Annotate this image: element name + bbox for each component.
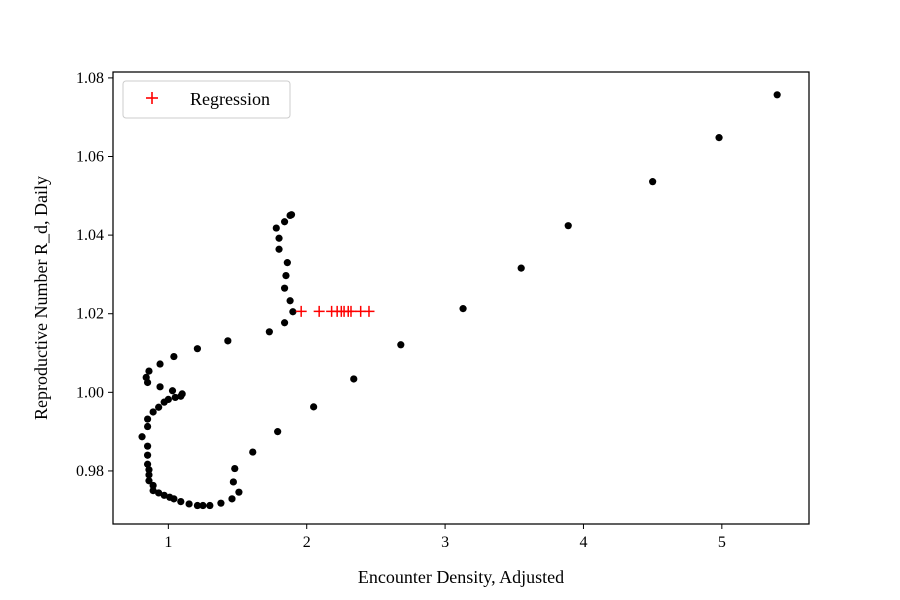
data-point	[143, 460, 152, 468]
data-point	[564, 222, 572, 230]
data-point	[171, 393, 179, 402]
data-point	[715, 134, 723, 142]
data-point	[149, 481, 157, 490]
regression-point	[363, 305, 375, 317]
data-point	[231, 464, 239, 473]
y-tick-label: 1.04	[76, 227, 104, 244]
regression-point	[345, 305, 357, 317]
data-point	[177, 497, 185, 506]
data-point	[265, 328, 273, 336]
data-point	[149, 408, 157, 416]
data-point	[228, 495, 236, 503]
legend-box	[122, 80, 291, 119]
data-point	[350, 375, 358, 383]
data-point	[178, 390, 186, 398]
data-point	[185, 500, 193, 508]
x-axis-ticks: 1 2 3 4 5	[164, 524, 726, 551]
data-point	[193, 345, 202, 353]
data-point	[160, 491, 168, 499]
data-point	[275, 245, 283, 253]
data-point	[274, 428, 282, 436]
data-point	[517, 264, 525, 272]
data-point	[275, 234, 283, 242]
y-axis-ticks: 0.98 1.00 1.02 1.04 1.06 1.08	[76, 70, 113, 480]
y-tick-label: 1.06	[76, 149, 104, 166]
legend: Regression	[122, 80, 291, 119]
data-point	[145, 367, 153, 375]
plot-points	[138, 91, 781, 510]
regression-point	[295, 305, 307, 317]
data-point	[168, 387, 177, 395]
data-point	[649, 178, 657, 186]
data-point	[193, 501, 202, 510]
data-point	[249, 448, 257, 456]
data-point	[143, 415, 152, 423]
x-tick-label: 2	[303, 534, 311, 551]
data-point	[155, 489, 163, 497]
legend-regression-marker	[146, 92, 158, 104]
data-point	[272, 224, 280, 232]
regression-point	[313, 305, 325, 317]
data-point	[155, 403, 163, 411]
data-point	[280, 284, 289, 292]
data-point	[143, 442, 152, 450]
data-point	[149, 486, 157, 495]
data-point	[224, 337, 232, 345]
data-point	[235, 488, 243, 496]
data-point	[286, 297, 294, 305]
x-tick-label: 4	[579, 534, 587, 551]
data-point	[217, 499, 225, 507]
data-point	[280, 218, 289, 226]
data-point	[229, 478, 237, 486]
y-axis-label: Reproductive Number R_d, Daily	[31, 176, 51, 420]
y-tick-label: 1.02	[76, 306, 104, 323]
x-tick-label: 5	[718, 534, 726, 551]
data-point	[199, 501, 207, 510]
x-axis-label: Encounter Density, Adjusted	[358, 567, 564, 587]
data-point	[206, 501, 214, 510]
y-tick-label: 0.98	[76, 463, 104, 480]
y-tick-label: 1.08	[76, 70, 104, 87]
data-point	[170, 352, 178, 361]
y-tick-label: 1.00	[76, 384, 104, 401]
data-point	[156, 360, 164, 368]
data-point	[166, 493, 174, 501]
data-point	[164, 395, 172, 404]
data-point	[773, 91, 781, 99]
data-point	[287, 211, 296, 219]
x-tick-label: 1	[164, 534, 172, 551]
data-point	[280, 319, 289, 327]
data-point	[142, 373, 150, 381]
data-point	[145, 477, 153, 485]
data-point	[145, 471, 153, 479]
data-point	[145, 466, 153, 474]
data-point	[156, 383, 164, 391]
data-point	[397, 341, 405, 349]
plot-frame	[112, 71, 810, 525]
data-point	[138, 433, 146, 441]
data-point	[459, 305, 467, 313]
data-point	[282, 271, 290, 280]
data-point	[283, 259, 291, 267]
legend-regression-label: Regression	[190, 89, 270, 109]
data-point	[143, 422, 152, 431]
data-point	[143, 451, 152, 459]
data-point	[289, 308, 297, 316]
x-tick-label: 3	[441, 534, 449, 551]
data-point	[310, 403, 318, 411]
